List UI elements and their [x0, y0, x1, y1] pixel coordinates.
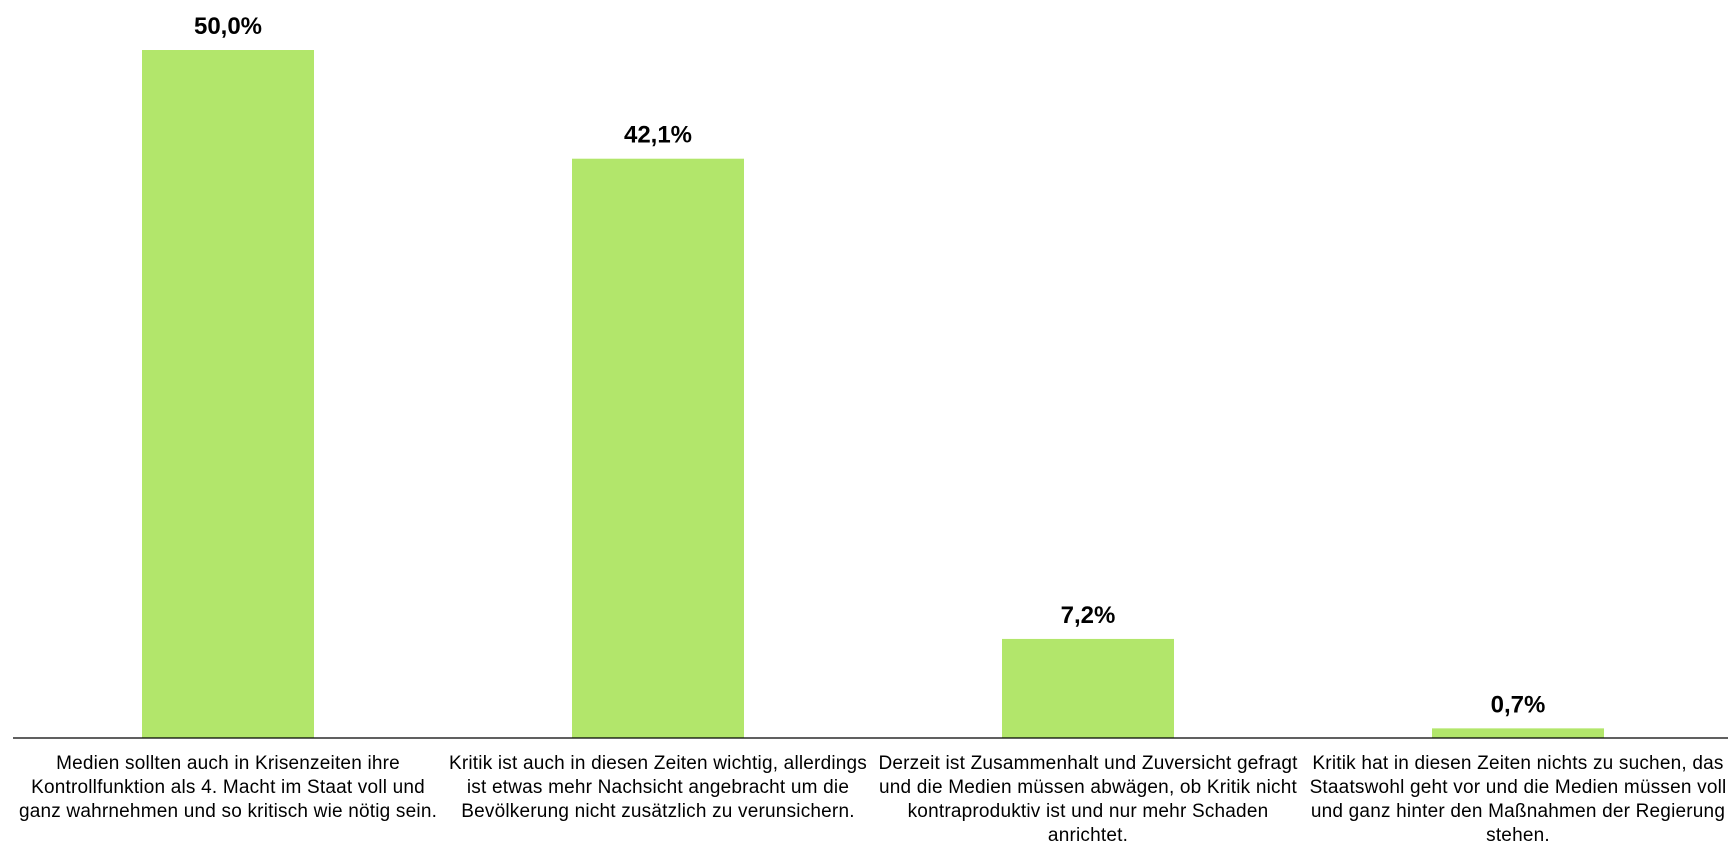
value-label: 42,1%: [624, 122, 692, 149]
x-tick-label: Kritik hat in diesen Zeiten nichts zu su…: [1309, 753, 1727, 846]
value-label: 0,7%: [1491, 691, 1546, 718]
value-label: 50,0%: [194, 13, 262, 40]
bar: [572, 158, 744, 739]
bar: [1432, 728, 1604, 738]
x-tick-label: Kritik ist auch in diesen Zeiten wichtig…: [448, 753, 868, 822]
bar: [142, 50, 314, 738]
value-label: 7,2%: [1061, 602, 1116, 629]
x-tick-label: Medien sollten auch in Krisenzeiten ihre…: [18, 753, 438, 822]
x-tick-label: Derzeit ist Zusammenhalt und Zuversicht …: [878, 753, 1298, 846]
bar: [1002, 638, 1174, 738]
